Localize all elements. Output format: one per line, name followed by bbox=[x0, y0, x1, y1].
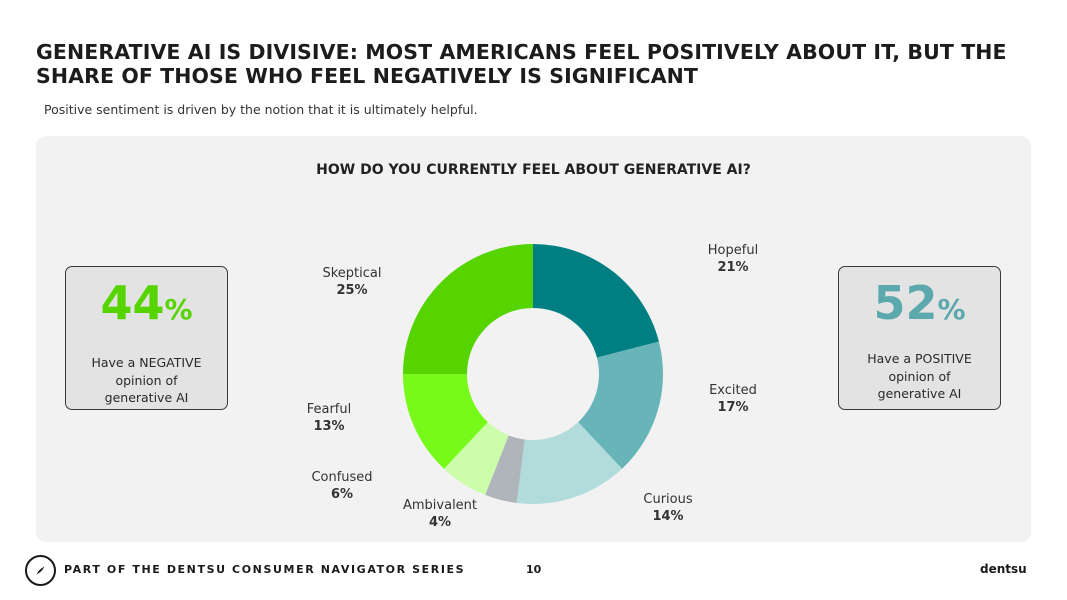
negative-opinion-card: 44% Have a NEGATIVE opinion of generativ… bbox=[65, 266, 228, 410]
chart-title: HOW DO YOU CURRENTLY FEEL ABOUT GENERATI… bbox=[316, 162, 751, 178]
negative-opinion-description: Have a NEGATIVE opinion of generative AI bbox=[91, 355, 202, 405]
slice-confused bbox=[444, 422, 509, 495]
slice-ambivalent bbox=[485, 435, 525, 503]
label-excited: Excited bbox=[709, 383, 757, 398]
slice-skeptical bbox=[403, 244, 533, 374]
slice-hopeful bbox=[533, 244, 659, 358]
positive-opinion-card: 52% Have a POSITIVE opinion of generativ… bbox=[838, 266, 1001, 410]
label-ambivalent: Ambivalent bbox=[403, 498, 477, 513]
negative-opinion-value: 44% bbox=[100, 276, 193, 330]
slice-curious bbox=[516, 422, 622, 504]
slice-fearful bbox=[403, 374, 488, 469]
footer-series-text: PART OF THE DENTSU CONSUMER NAVIGATOR SE… bbox=[64, 563, 466, 576]
value-fearful: 13% bbox=[313, 419, 344, 434]
label-curious: Curious bbox=[643, 492, 692, 507]
value-confused: 6% bbox=[331, 487, 353, 502]
page-subtitle: Positive sentiment is driven by the noti… bbox=[44, 102, 478, 117]
positive-opinion-value: 52% bbox=[873, 276, 966, 330]
compass-icon bbox=[25, 555, 56, 586]
value-excited: 17% bbox=[717, 400, 748, 415]
value-skeptical: 25% bbox=[336, 283, 367, 298]
label-confused: Confused bbox=[311, 470, 372, 485]
slice-excited bbox=[578, 341, 664, 469]
value-hopeful: 21% bbox=[717, 260, 748, 275]
positive-opinion-description: Have a POSITIVE opinion of generative AI bbox=[867, 351, 972, 401]
value-ambivalent: 4% bbox=[429, 515, 451, 530]
label-hopeful: Hopeful bbox=[708, 243, 758, 258]
page-title: GENERATIVE AI IS DIVISIVE: MOST AMERICAN… bbox=[36, 40, 1007, 88]
label-fearful: Fearful bbox=[307, 402, 352, 417]
page-number: 10 bbox=[526, 563, 542, 576]
value-curious: 14% bbox=[652, 509, 683, 524]
brand-logo: dentsu bbox=[980, 562, 1027, 576]
label-skeptical: Skeptical bbox=[322, 266, 381, 281]
